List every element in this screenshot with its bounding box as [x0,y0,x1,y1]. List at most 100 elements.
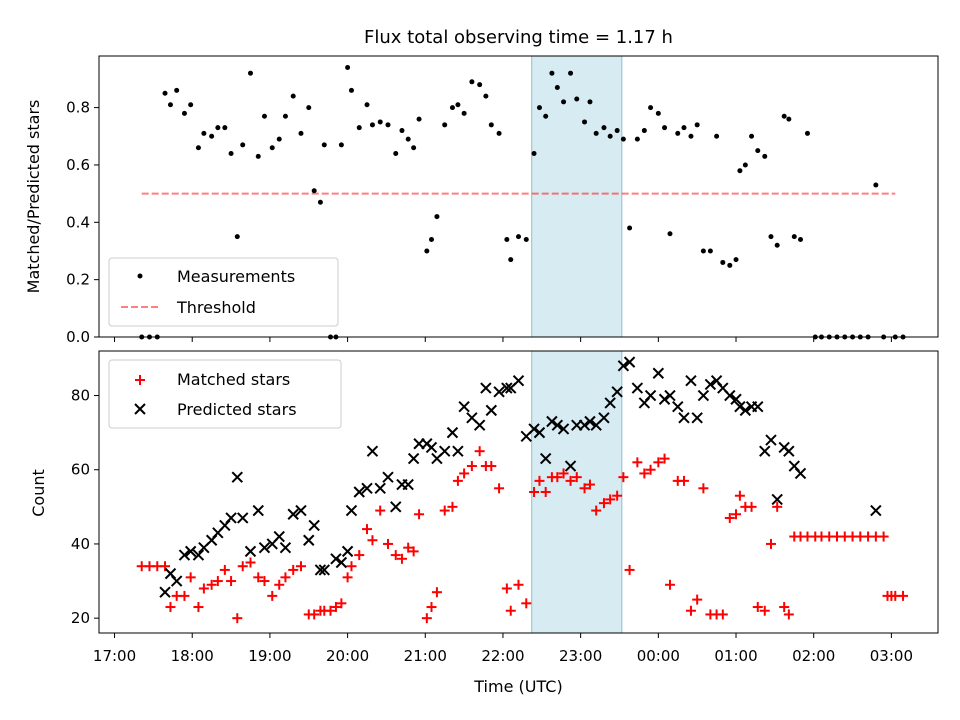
matched-star-point [529,487,540,497]
predicted-star-point [485,404,498,417]
measurement-point [574,96,580,102]
matched-star-point [226,576,237,587]
chart-title: Flux total observing time = 1.17 h [364,27,673,48]
matched-star-point [375,505,386,516]
predicted-star-point [664,389,676,402]
x-tick-label: 01:00 [714,647,757,665]
top-x-ticks [114,337,892,342]
matched-star-point [664,579,675,590]
legend-matched-marker [135,375,145,385]
measurement-point [282,113,288,119]
measurement-point [469,79,475,85]
measurement-point [707,248,713,254]
matched-star-point [426,602,437,613]
predicted-star-point [578,419,591,431]
bottom-y-axis: 20 40 60 80 [71,387,99,627]
matched-star-point [403,542,414,553]
top-legend-box [108,257,339,327]
measurement-point [549,70,555,76]
predicted-star-point [335,556,348,569]
predicted-star-point [374,482,386,494]
top-axes-frame [98,55,939,338]
measurement-point [568,70,574,76]
measurement-point [209,133,215,139]
predicted-stars-points [159,356,882,598]
matched-star-point [591,505,602,516]
measurement-point [733,257,739,263]
matched-star-point [558,468,569,479]
measurement-point [873,182,879,188]
measurement-point [393,150,399,156]
measurement-point [345,64,351,70]
matched-star-point [685,605,696,616]
predicted-star-point [330,553,342,565]
bottom-legend-box [108,359,342,429]
matched-star-point [447,501,458,512]
matched-star-point [165,602,176,613]
predicted-star-point [551,419,564,431]
matched-star-point [772,501,783,512]
measurement-point [385,122,391,128]
matched-star-point [267,590,278,601]
top-panel: 0.00.20.40.60.8 Matched/Predicted stars … [24,55,939,346]
top-highlight-band [531,55,623,338]
measurement-point [797,237,803,243]
predicted-star-point [870,504,882,517]
matched-star-point [325,605,336,616]
x-tick-label: 23:00 [559,647,602,665]
predicted-star-point [345,504,358,517]
matched-star-point [659,453,670,464]
measurement-point [737,168,743,174]
measurement-point [755,148,761,154]
predicted-star-point [192,549,205,561]
legend-threshold-label: Threshold [176,298,256,317]
matched-star-point [521,598,532,609]
x-tick-label: 19:00 [248,647,291,665]
predicted-star-point [584,415,596,428]
predicted-star-point [598,412,610,424]
predicted-star-point [178,549,191,561]
predicted-star-point [794,467,807,480]
measurement-point [405,136,411,142]
measurement-point [461,110,467,116]
matched-star-point [288,564,299,575]
measurement-point [488,122,494,128]
predicted-star-point [231,471,243,483]
y-tick-label: 20 [71,609,90,627]
measurement-point [434,214,440,220]
measurement-point [496,130,502,136]
matched-star-point [645,464,656,475]
measurement-point [601,125,607,131]
predicted-star-point [287,508,299,520]
y-tick-label: 60 [71,461,90,479]
predicted-star-point [604,397,616,409]
matched-star-point [259,576,270,587]
x-tick-label: 00:00 [637,647,680,665]
measurement-point [620,136,626,142]
predicted-star-point [353,486,365,498]
predicted-star-point [361,482,373,494]
measurement-point [369,122,375,128]
matched-star-point [752,602,763,613]
predicted-star-point [752,400,764,413]
measurement-point [377,119,383,125]
measurement-point [416,116,422,122]
matched-star-point [746,501,757,512]
measurement-point [255,153,261,159]
matched-star-point [274,579,285,590]
matched-star-point [731,509,742,520]
measurement-point [554,85,560,91]
measurement-point [338,142,344,148]
measurement-point [449,105,455,111]
predicted-star-point [546,415,558,428]
predicted-star-point [237,512,249,524]
matched-star-point [734,490,745,501]
matched-star-point [346,561,357,572]
measurement-point [587,99,593,105]
measurement-point [714,133,720,139]
predicted-star-point [783,445,795,457]
measurement-point [356,125,362,131]
x-tick-label: 18:00 [171,647,214,665]
predicted-star-point [512,374,525,387]
